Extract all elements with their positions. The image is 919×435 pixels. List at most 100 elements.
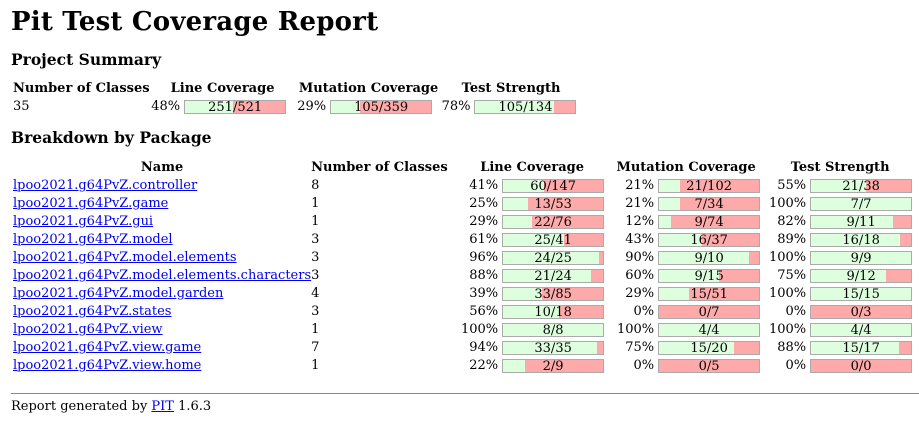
package-mutation-pct: 60%	[625, 268, 655, 283]
package-line-bar: 24/25	[502, 251, 605, 265]
package-mutation-bar: 4/4	[658, 323, 761, 337]
package-line-pct: 29%	[469, 214, 499, 229]
package-breakdown-table: Name Number of Classes Line Coverage Mut…	[13, 159, 916, 375]
summary-line-fill	[185, 101, 234, 113]
package-line-fill	[503, 234, 565, 246]
package-mutation-bar: 0/5	[658, 359, 761, 373]
package-line-fill	[503, 252, 600, 264]
package-strength-label: 15/17	[842, 341, 880, 356]
package-strength-label: 4/4	[850, 323, 872, 338]
package-strength-pct: 100%	[768, 322, 807, 337]
pit-link[interactable]: PIT	[151, 399, 174, 414]
package-class-count: 7	[311, 340, 320, 355]
package-link[interactable]: lpoo2021.g64PvZ.gui	[13, 214, 154, 229]
package-line-label: 22/76	[534, 215, 572, 230]
package-link[interactable]: lpoo2021.g64PvZ.view.home	[13, 358, 202, 373]
package-line-pct: 61%	[469, 232, 499, 247]
package-row: lpoo2021.g64PvZ.view.home 1 22% 2/9 0% 0/5 0% 0…	[13, 357, 916, 375]
package-line-bar: 25/41	[502, 233, 605, 247]
package-row: lpoo2021.g64PvZ.model.elements.character…	[13, 267, 916, 285]
package-mutation-label: 15/51	[690, 287, 728, 302]
package-strength-pct: 100%	[768, 196, 807, 211]
package-line-label: 13/53	[534, 197, 572, 212]
package-mutation-label: 21/102	[686, 179, 732, 194]
package-class-count: 3	[311, 232, 320, 247]
package-strength-fill	[811, 342, 900, 354]
package-link[interactable]: lpoo2021.g64PvZ.model.garden	[13, 286, 224, 301]
package-strength-pct: 89%	[777, 232, 807, 247]
package-link[interactable]: lpoo2021.g64PvZ.model.elements	[13, 250, 237, 265]
package-mutation-fill	[659, 234, 703, 246]
package-strength-fill	[811, 234, 900, 246]
package-row: lpoo2021.g64PvZ.controller 8 41% 60/147 21% 2…	[13, 177, 916, 195]
summary-mutation-label: 105/359	[354, 100, 409, 115]
package-class-count: 1	[311, 214, 320, 229]
package-line-pct: 39%	[469, 286, 499, 301]
package-strength-bar: 7/7	[810, 197, 913, 212]
package-link[interactable]: lpoo2021.g64PvZ.states	[13, 304, 172, 319]
package-class-count: 4	[311, 286, 320, 301]
package-mutation-bar: 9/10	[658, 251, 761, 265]
summary-mutation-pct: 29%	[297, 99, 327, 114]
package-strength-bar: 9/12	[810, 269, 913, 284]
footer-version: 1.6.3	[173, 399, 212, 414]
project-summary-table: Number of Classes Line Coverage Mutation…	[13, 80, 581, 116]
package-mutation-label: 9/15	[694, 269, 724, 284]
package-strength-pct: 100%	[768, 286, 807, 301]
package-class-count: 1	[311, 322, 320, 337]
package-mutation-pct: 12%	[625, 214, 655, 229]
summary-header-strength: Test Strength	[461, 81, 561, 96]
package-link[interactable]: lpoo2021.g64PvZ.controller	[13, 178, 198, 193]
package-mutation-bar: 15/20	[658, 341, 761, 356]
package-line-pct: 100%	[460, 322, 499, 337]
package-link[interactable]: lpoo2021.g64PvZ.model.elements.character…	[13, 268, 312, 283]
package-line-bar: 8/8	[502, 323, 605, 337]
package-line-pct: 96%	[469, 250, 499, 265]
package-row: lpoo2021.g64PvZ.model.elements 3 96% 24/25 9…	[13, 249, 916, 267]
package-line-bar: 33/35	[502, 341, 605, 355]
package-link[interactable]: lpoo2021.g64PvZ.view.game	[13, 340, 202, 355]
package-mutation-fill	[659, 270, 720, 282]
package-link[interactable]: lpoo2021.g64PvZ.view	[13, 322, 163, 337]
package-row: lpoo2021.g64PvZ.model.garden 4 39% 33/85 29%…	[13, 285, 916, 303]
project-summary-heading: Project Summary	[11, 50, 162, 69]
package-line-fill	[503, 306, 559, 318]
package-mutation-bar: 9/74	[658, 215, 761, 229]
package-mutation-bar: 16/37	[658, 233, 761, 248]
package-class-count: 1	[311, 196, 320, 211]
package-strength-bar: 9/9	[810, 251, 913, 265]
package-strength-pct: 82%	[777, 214, 807, 229]
package-line-fill	[503, 360, 526, 372]
summary-line-label: 251/521	[208, 100, 263, 115]
footer-prefix: Report generated by	[11, 399, 152, 414]
package-line-bar: 21/24	[502, 269, 605, 283]
package-strength-label: 9/12	[846, 269, 876, 284]
summary-mutation-fill	[331, 101, 361, 113]
package-strength-label: 7/7	[850, 197, 872, 212]
package-strength-bar: 9/11	[810, 215, 913, 230]
package-mutation-pct: 21%	[625, 196, 655, 211]
package-strength-fill	[811, 180, 867, 192]
package-line-fill	[503, 180, 544, 192]
summary-line-bar: 251/521	[184, 100, 287, 115]
package-mutation-fill	[659, 288, 689, 300]
package-strength-fill	[811, 216, 893, 228]
package-strength-label: 9/11	[846, 215, 876, 230]
package-strength-fill	[811, 324, 912, 336]
package-row: lpoo2021.g64PvZ.view 1 100% 8/8 100% 4/4 100% 4…	[13, 321, 916, 339]
package-line-label: 33/85	[534, 287, 572, 302]
package-line-pct: 94%	[469, 340, 499, 355]
breakdown-header-strength: Test Strength	[790, 160, 890, 175]
package-mutation-label: 15/20	[690, 341, 728, 356]
summary-line-pct: 48%	[151, 99, 181, 114]
package-mutation-pct: 21%	[625, 178, 655, 193]
package-mutation-pct: 75%	[625, 340, 655, 355]
package-strength-bar: 15/17	[810, 341, 913, 356]
package-link[interactable]: lpoo2021.g64PvZ.model	[13, 232, 173, 247]
package-strength-label: 15/15	[842, 287, 880, 302]
package-strength-pct: 88%	[777, 340, 807, 355]
package-line-pct: 41%	[469, 178, 499, 193]
package-line-fill	[503, 198, 528, 210]
package-mutation-label: 16/37	[690, 233, 728, 248]
package-link[interactable]: lpoo2021.g64PvZ.game	[13, 196, 169, 211]
